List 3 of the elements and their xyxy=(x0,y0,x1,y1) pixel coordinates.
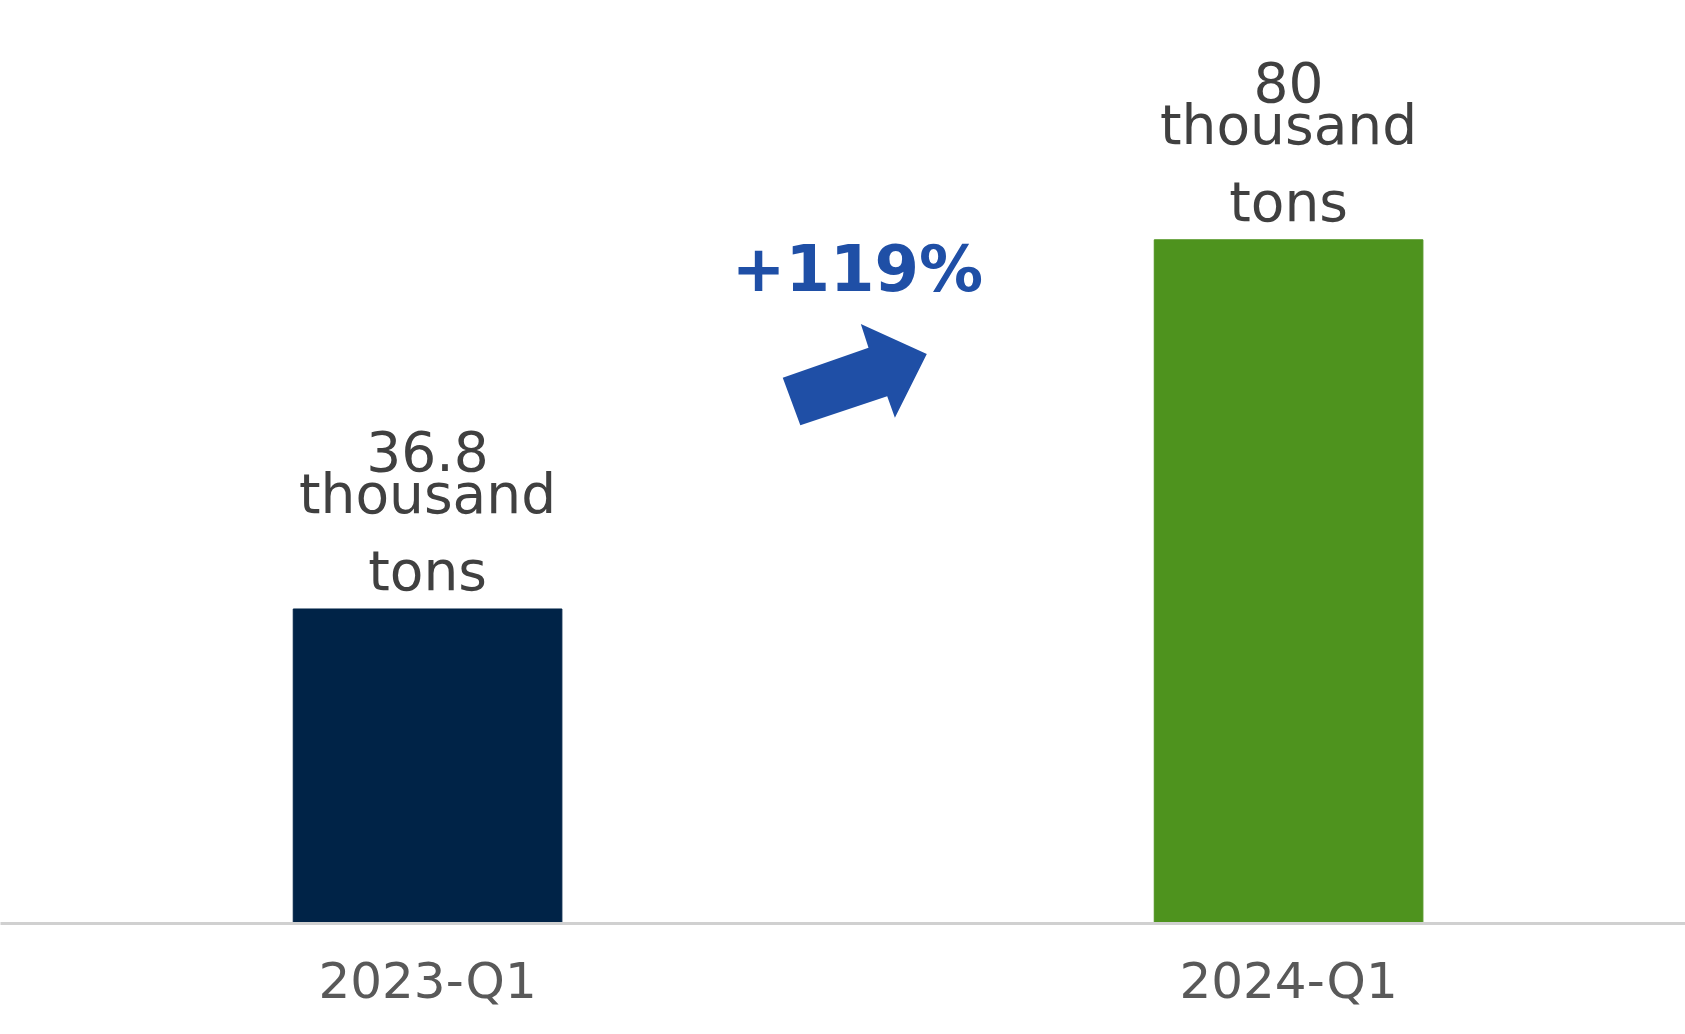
x-tick-label: 2023-Q1 xyxy=(318,951,537,1010)
annotation: +119% xyxy=(731,231,984,306)
x-tick-label: 2024-Q1 xyxy=(1179,951,1398,1010)
